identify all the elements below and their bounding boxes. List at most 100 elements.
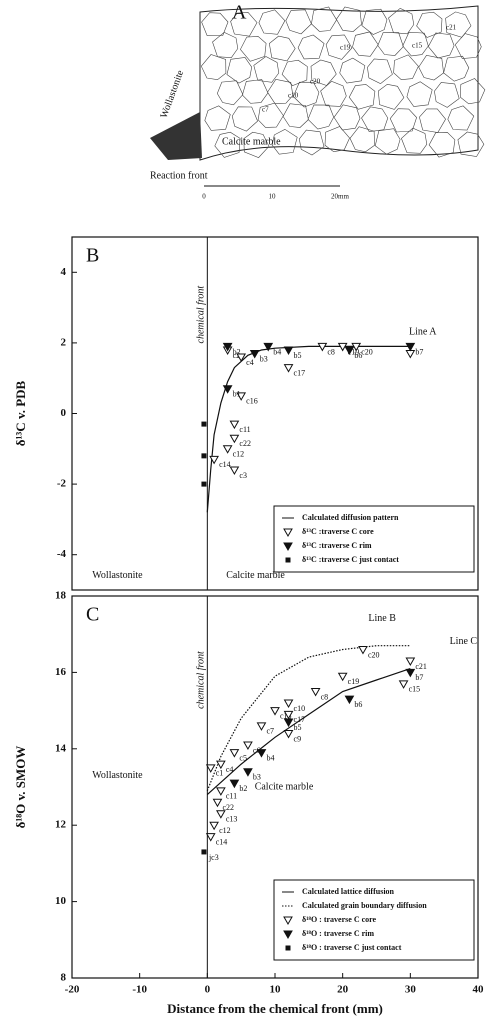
x-axis-label: Distance from the chemical front (mm)	[167, 1001, 383, 1016]
grain	[285, 9, 312, 35]
annotation: Line B	[368, 613, 396, 624]
grain	[271, 128, 298, 155]
grain	[214, 131, 241, 158]
point	[405, 668, 416, 678]
panel-title: B	[86, 245, 99, 267]
point	[337, 672, 348, 682]
grain	[349, 126, 375, 153]
grain	[402, 31, 429, 57]
point-label: c14	[219, 460, 231, 469]
y-tick-label: -2	[57, 478, 67, 490]
point-label: c20	[368, 650, 380, 659]
grain	[325, 34, 353, 60]
grain	[339, 57, 366, 84]
grain	[374, 128, 401, 155]
point-label: c21	[415, 662, 427, 671]
point-label: c11	[226, 792, 237, 801]
point-label: b2	[239, 784, 247, 793]
point	[229, 779, 240, 789]
y-tick-label: 16	[55, 666, 67, 678]
grain	[311, 6, 337, 32]
grain	[267, 78, 294, 104]
scale-label: 0	[202, 193, 206, 201]
point-label: b7	[415, 347, 423, 356]
point	[205, 833, 216, 842]
legend-swatch	[283, 542, 293, 552]
x-tick-label: 40	[473, 984, 485, 996]
legend-label: δ¹⁸O : traverse C just contact	[302, 943, 402, 952]
x-tick-label: 10	[270, 984, 282, 996]
point-label: b6	[354, 351, 362, 360]
grain	[388, 7, 415, 35]
point-label: c13	[226, 815, 238, 824]
legend-swatch	[283, 916, 293, 926]
point	[344, 346, 355, 355]
grain	[361, 106, 389, 133]
point	[216, 787, 226, 796]
grain	[268, 35, 296, 62]
curve	[206, 345, 411, 513]
point-label: b4	[273, 347, 281, 356]
legend-label: Calculated grain boundary diffusion	[302, 901, 427, 910]
grain	[406, 81, 433, 107]
point-label: c2	[233, 351, 241, 360]
curve	[206, 668, 411, 796]
point-label: c11	[239, 425, 250, 434]
legend-label: δ¹⁸O : traverse C rim	[302, 929, 374, 938]
reaction-zone	[150, 112, 202, 160]
grain	[240, 35, 267, 62]
grain	[418, 54, 444, 81]
annotation: Wollastonite	[92, 570, 143, 581]
point-label: c17	[294, 368, 306, 377]
x-tick-label: 30	[405, 984, 417, 996]
point-label: c1	[216, 769, 224, 778]
grain	[457, 131, 485, 157]
grain	[352, 31, 379, 57]
grain	[204, 105, 231, 131]
y-tick-label: 12	[55, 819, 67, 831]
point	[216, 760, 226, 770]
grain	[377, 32, 404, 56]
grain	[320, 80, 347, 107]
legend-swatch	[283, 528, 293, 538]
y-tick-label: 0	[61, 407, 67, 419]
grain-label: c7	[262, 106, 269, 114]
grain	[307, 104, 335, 130]
y-tick-label: -4	[57, 548, 67, 560]
point	[283, 730, 294, 739]
annotation: chemical front	[196, 286, 207, 344]
point	[351, 342, 362, 352]
y-tick-label: 18	[55, 590, 67, 602]
point-label: c18	[280, 711, 292, 720]
point	[249, 349, 260, 359]
grain	[443, 55, 470, 82]
grain	[333, 104, 361, 131]
point	[229, 420, 240, 430]
y-axis-label: δ¹⁸O v. SMOW	[13, 746, 28, 829]
grain	[201, 12, 229, 36]
annotation: Calcite marble	[226, 570, 285, 581]
point-label: c12	[219, 826, 231, 835]
legend-label: δ¹³C :traverse C core	[302, 527, 374, 536]
x-tick-label: 20	[337, 984, 349, 996]
point-label: b7	[415, 673, 423, 682]
point	[405, 657, 416, 666]
point	[270, 707, 280, 716]
grain	[297, 34, 325, 60]
grain-label: c10	[288, 92, 299, 100]
point-label: b3	[253, 773, 261, 782]
point	[283, 718, 294, 728]
point	[209, 455, 219, 465]
grain	[226, 57, 253, 84]
grain	[336, 6, 362, 32]
x-tick-label: -10	[132, 984, 147, 996]
point	[201, 481, 207, 487]
map-outline	[199, 5, 479, 161]
grain	[298, 129, 325, 156]
point-label: c8	[327, 347, 335, 356]
grain	[377, 83, 405, 110]
point-label: c14	[216, 837, 228, 846]
grain	[292, 81, 320, 108]
grain	[361, 8, 388, 35]
